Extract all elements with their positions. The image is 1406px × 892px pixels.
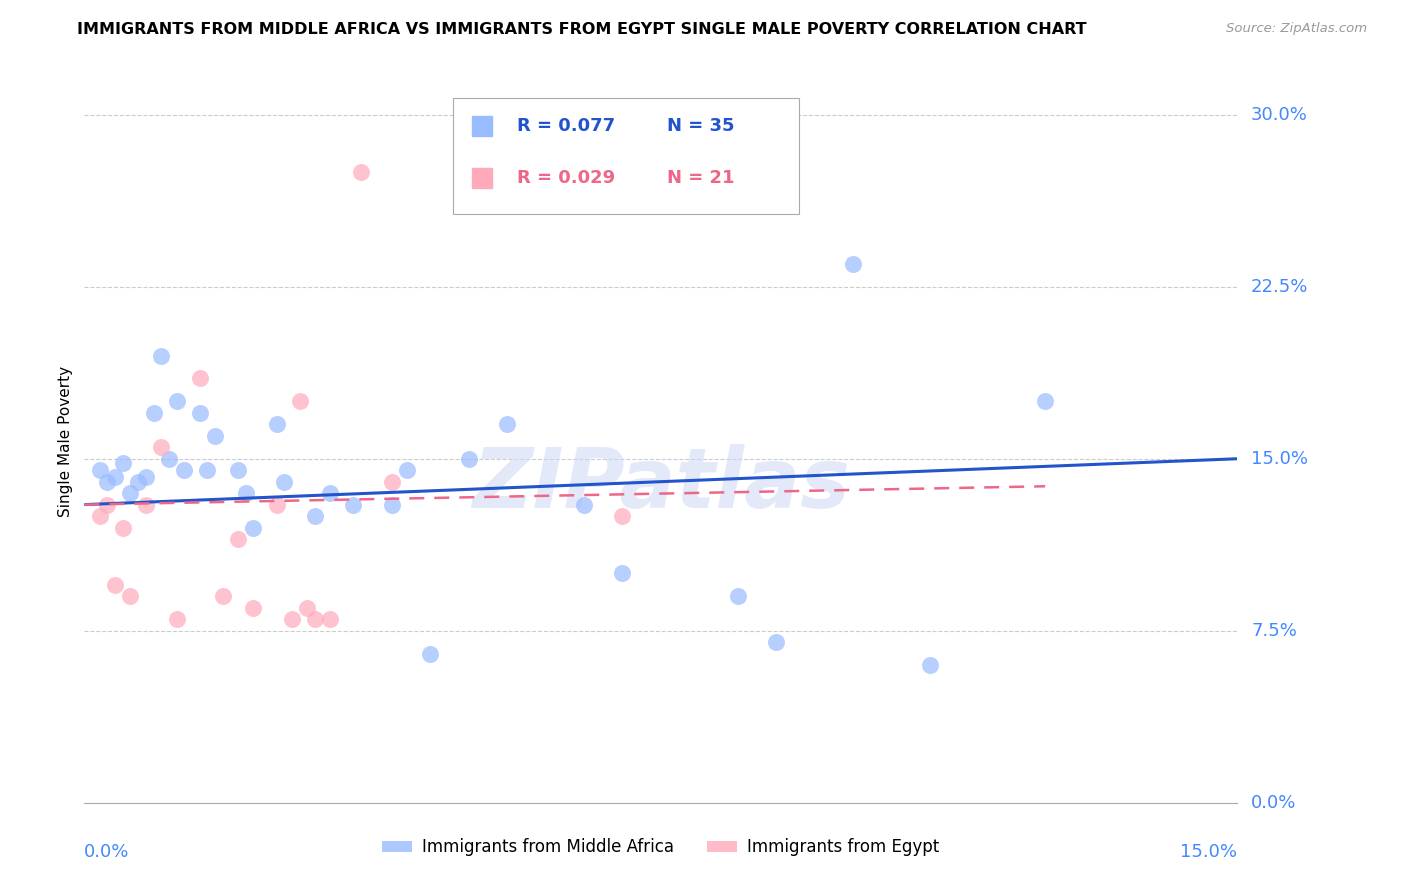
Point: [350, 165, 373, 179]
Point: [242, 600, 264, 615]
Point: [150, 349, 173, 363]
FancyBboxPatch shape: [453, 98, 799, 214]
Point: [419, 647, 441, 661]
Point: [918, 658, 941, 673]
Point: [304, 509, 326, 524]
Text: R = 0.077: R = 0.077: [517, 117, 614, 135]
Point: [273, 475, 295, 489]
Text: 15.0%: 15.0%: [1251, 450, 1308, 467]
Text: ZIPatlas: ZIPatlas: [472, 444, 849, 525]
Text: 7.5%: 7.5%: [1251, 622, 1296, 640]
Point: [1033, 394, 1056, 409]
Text: 0.0%: 0.0%: [1251, 794, 1296, 812]
Y-axis label: Single Male Poverty: Single Male Poverty: [58, 366, 73, 517]
Point: [612, 566, 634, 581]
Point: [381, 498, 404, 512]
Point: [150, 440, 173, 454]
Point: [89, 463, 111, 477]
Point: [120, 590, 142, 604]
Point: [226, 463, 249, 477]
Point: [135, 470, 157, 484]
Point: [127, 475, 149, 489]
Point: [242, 520, 264, 534]
Point: [235, 486, 257, 500]
Point: [396, 463, 419, 477]
Point: [204, 429, 226, 443]
Point: [842, 257, 865, 271]
Point: [195, 463, 218, 477]
Point: [381, 475, 404, 489]
Text: R = 0.029: R = 0.029: [517, 169, 614, 186]
Text: 0.0%: 0.0%: [84, 843, 129, 861]
Point: [281, 612, 304, 626]
Text: 22.5%: 22.5%: [1251, 277, 1309, 296]
Point: [188, 406, 211, 420]
Point: [266, 498, 288, 512]
Point: [104, 578, 127, 592]
Point: [96, 475, 118, 489]
Point: [765, 635, 787, 649]
Point: [304, 612, 326, 626]
Point: [188, 371, 211, 385]
Point: [166, 612, 188, 626]
Text: IMMIGRANTS FROM MIDDLE AFRICA VS IMMIGRANTS FROM EGYPT SINGLE MALE POVERTY CORRE: IMMIGRANTS FROM MIDDLE AFRICA VS IMMIGRA…: [77, 22, 1087, 37]
Text: 30.0%: 30.0%: [1251, 105, 1308, 124]
Text: N = 21: N = 21: [666, 169, 734, 186]
Point: [211, 590, 233, 604]
Point: [319, 612, 342, 626]
Point: [496, 417, 519, 432]
Point: [120, 486, 142, 500]
Point: [142, 406, 165, 420]
Point: [157, 451, 180, 466]
Point: [173, 463, 195, 477]
Text: Source: ZipAtlas.com: Source: ZipAtlas.com: [1226, 22, 1367, 36]
Point: [226, 532, 249, 546]
Point: [266, 417, 288, 432]
Text: N = 35: N = 35: [666, 117, 734, 135]
Point: [319, 486, 342, 500]
Point: [727, 590, 749, 604]
Point: [297, 600, 319, 615]
Point: [135, 498, 157, 512]
Point: [612, 509, 634, 524]
Point: [111, 520, 134, 534]
Point: [457, 451, 479, 466]
Point: [104, 470, 127, 484]
Point: [166, 394, 188, 409]
Point: [572, 498, 595, 512]
Text: 15.0%: 15.0%: [1180, 843, 1237, 861]
Legend: Immigrants from Middle Africa, Immigrants from Egypt: Immigrants from Middle Africa, Immigrant…: [375, 831, 946, 863]
Point: [342, 498, 364, 512]
Point: [111, 456, 134, 470]
Point: [96, 498, 118, 512]
Point: [288, 394, 311, 409]
Point: [89, 509, 111, 524]
